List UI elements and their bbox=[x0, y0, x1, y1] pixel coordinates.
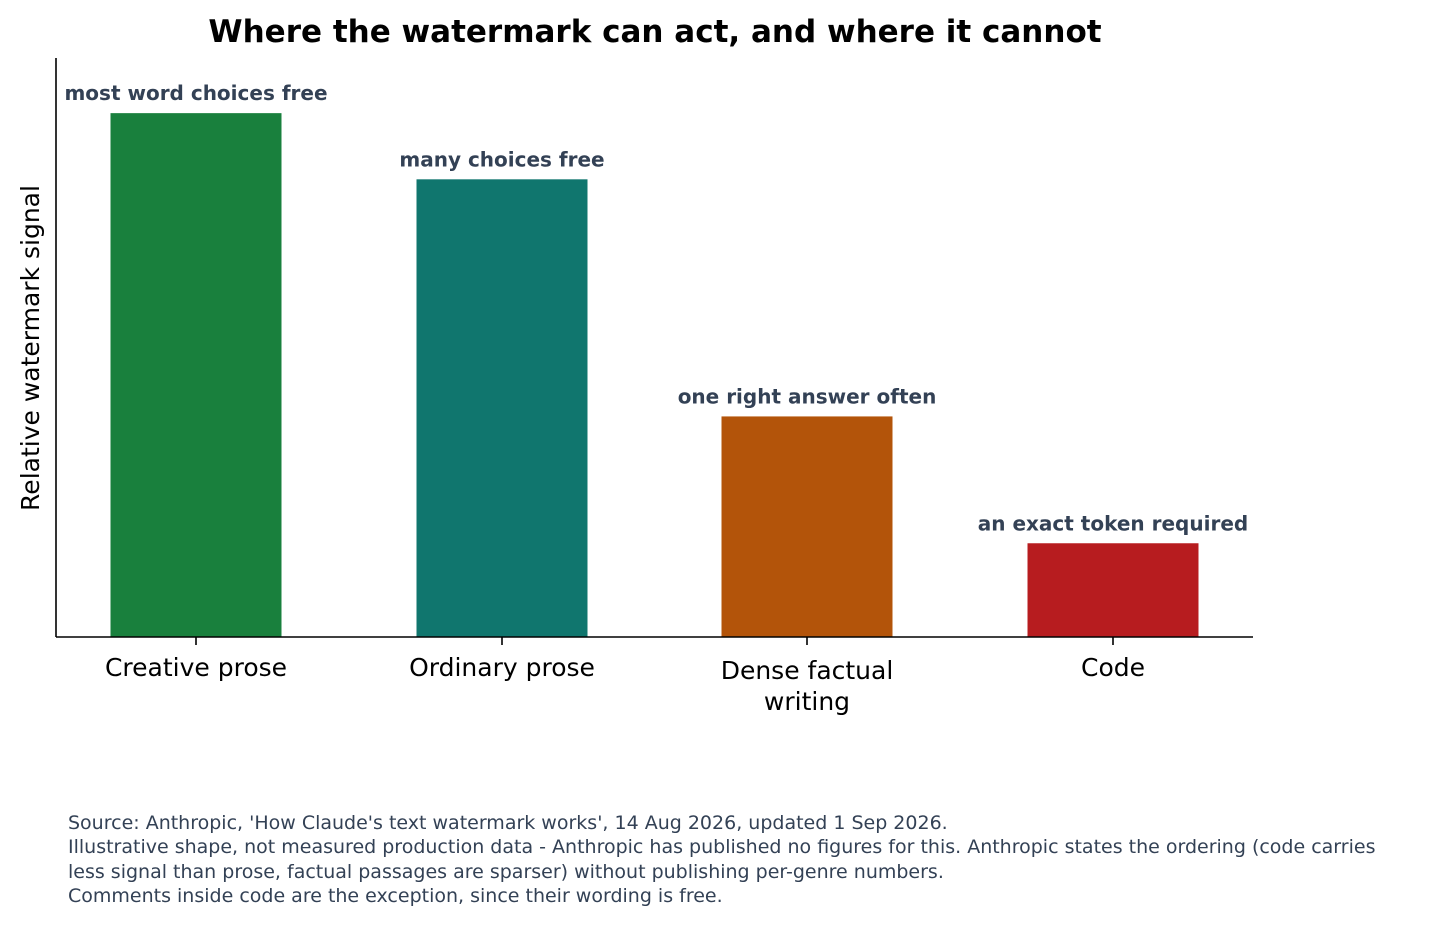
bar-labels-group: most word choices free many choices free o… bbox=[64, 81, 1248, 535]
footnote-line: less signal than prose, factual passages… bbox=[68, 860, 944, 883]
footnote-line: Comments inside code are the exception, … bbox=[68, 884, 723, 907]
footnote: Source: Anthropic, 'How Claude's text wa… bbox=[68, 811, 1436, 908]
bar bbox=[1027, 543, 1199, 637]
x-ticks-group: Creative prose Ordinary prose Dense factua… bbox=[105, 637, 1145, 716]
bar-annotation: one right answer often bbox=[678, 384, 937, 408]
bars-group bbox=[110, 113, 1199, 638]
x-tick-label: Ordinary prose bbox=[409, 653, 595, 682]
chart-title: Where the watermark can act, and where i… bbox=[208, 14, 1101, 50]
bar bbox=[721, 416, 893, 637]
bar bbox=[416, 179, 588, 638]
bar-annotation: many choices free bbox=[399, 147, 604, 171]
bar-annotation: most word choices free bbox=[64, 81, 327, 105]
y-axis-label: Relative watermark signal bbox=[16, 185, 45, 511]
x-tick-label: Code bbox=[1081, 653, 1145, 682]
bar-chart: Where the watermark can act, and where i… bbox=[16, 14, 1253, 716]
x-tick-label: Creative prose bbox=[105, 653, 287, 682]
bar-annotation: an exact token required bbox=[978, 511, 1248, 535]
bar bbox=[110, 113, 282, 637]
footnote-line: Source: Anthropic, 'How Claude's text wa… bbox=[68, 812, 948, 834]
footnote-line: Illustrative shape, not measured product… bbox=[68, 836, 1376, 859]
x-tick-label: Dense factual writing bbox=[721, 656, 894, 716]
